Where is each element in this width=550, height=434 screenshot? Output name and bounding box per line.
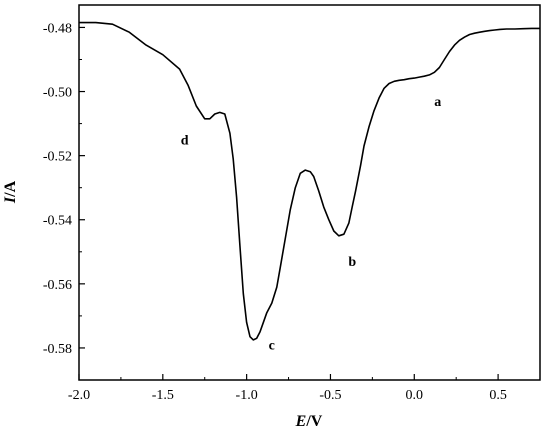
y-axis-title: I/A [2, 180, 19, 204]
y-tick-label: -0.50 [43, 86, 72, 101]
x-tick-label: -2.0 [68, 388, 90, 403]
series-layer [79, 21, 540, 341]
y-tick-label: -0.54 [43, 214, 72, 229]
peak-label-a: a [434, 95, 441, 110]
y-axis-ticks: -0.48 -0.50 -0.52 -0.54 -0.56 -0.58 [43, 21, 85, 357]
x-tick-label: 0.0 [406, 388, 424, 403]
y-tick-label: -0.48 [43, 21, 72, 36]
x-axis-ticks: -2.0 -1.5 -1.0 -0.5 0.0 0.5 [68, 374, 507, 403]
peak-label-c: c [269, 339, 275, 354]
series-line [79, 21, 540, 341]
x-axis-title: E/V [295, 413, 323, 430]
x-tick-label: -1.0 [236, 388, 258, 403]
y-tick-label: -0.58 [43, 342, 72, 357]
x-tick-label: -0.5 [319, 388, 341, 403]
x-tick-label: 0.5 [489, 388, 507, 403]
peak-label-b: b [348, 255, 356, 270]
y-tick-label: -0.52 [43, 150, 72, 165]
y-tick-label: -0.56 [43, 278, 72, 293]
annotation-layer: a b c d [181, 95, 442, 354]
x-tick-label: -1.5 [152, 388, 174, 403]
peak-label-d: d [181, 133, 189, 148]
plot-frame [78, 4, 541, 381]
